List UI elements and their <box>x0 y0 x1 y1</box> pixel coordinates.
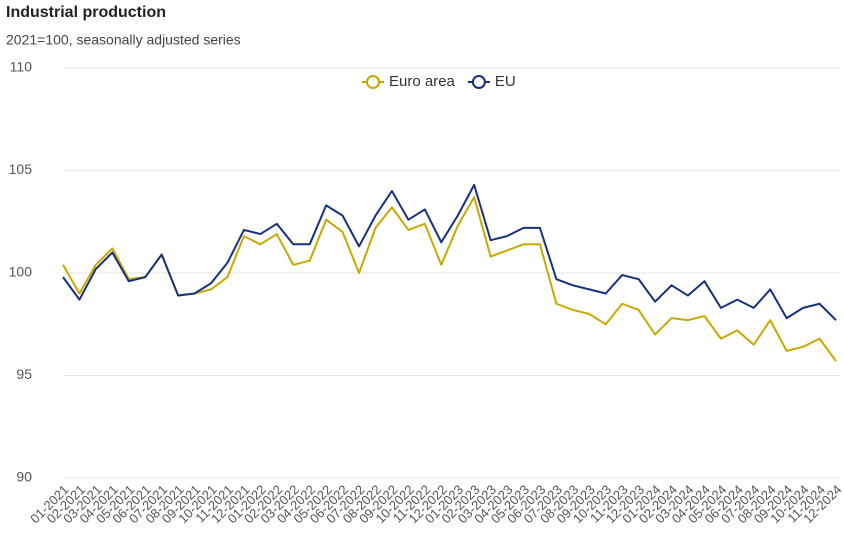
legend-marker <box>471 75 486 89</box>
legend-marker <box>366 75 380 89</box>
legend-label: EU <box>495 73 516 90</box>
chart-title: Industrial production <box>6 4 166 21</box>
series-line <box>62 183 837 321</box>
legend-item[interactable]: EU <box>467 73 516 90</box>
y-tick-label: 110 <box>10 59 33 75</box>
y-tick-label: 105 <box>9 161 33 177</box>
legend-item[interactable]: Euro area <box>362 73 456 90</box>
y-tick-label: 90 <box>16 469 32 485</box>
series-line <box>62 196 837 362</box>
y-tick-label: 95 <box>16 366 32 382</box>
y-tick-label: 100 <box>9 264 33 280</box>
chart-subtitle: 2021=100, seasonally adjusted series <box>6 32 241 48</box>
legend-label: Euro area <box>389 73 456 90</box>
